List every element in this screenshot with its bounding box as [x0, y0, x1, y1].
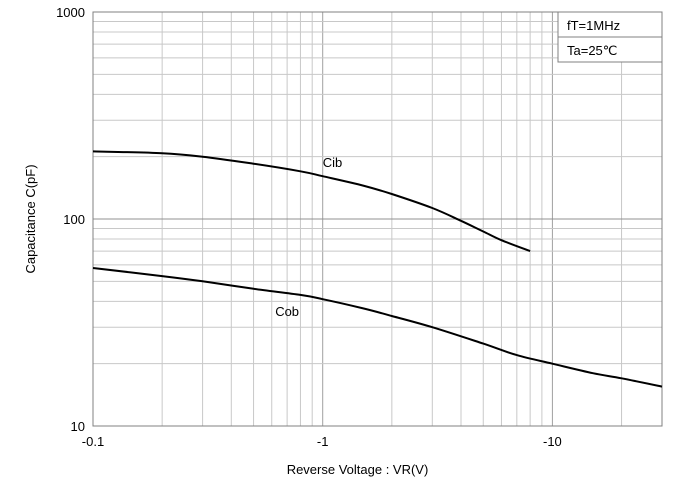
x-axis-label: Reverse Voltage : VR(V): [287, 462, 429, 477]
legend-box: fT=1MHz Ta=25℃: [557, 11, 663, 63]
y-tick-label: 100: [63, 212, 85, 227]
tick-labels: -0.1 -1 -10 10 100 1000: [56, 5, 562, 449]
x-tick-label: -1: [317, 434, 329, 449]
plot-frame: [92, 11, 663, 427]
series-line-cib: [92, 150, 531, 253]
x-tick-label: -0.1: [82, 434, 104, 449]
y-tick-label: 1000: [56, 5, 85, 20]
legend-entry: fT=1MHz: [567, 18, 620, 33]
y-axis-label: Capacitance C(pF): [23, 164, 38, 273]
legend-entry: Ta=25℃: [567, 43, 617, 58]
series-label-cib: Cib: [323, 155, 343, 170]
series-label-cob: Cob: [275, 304, 299, 319]
grid: [92, 12, 663, 427]
y-tick-label: 10: [71, 419, 85, 434]
series-line-cob: [92, 267, 663, 388]
series-layer: Cib Cob: [92, 150, 663, 388]
x-tick-label: -10: [543, 434, 562, 449]
